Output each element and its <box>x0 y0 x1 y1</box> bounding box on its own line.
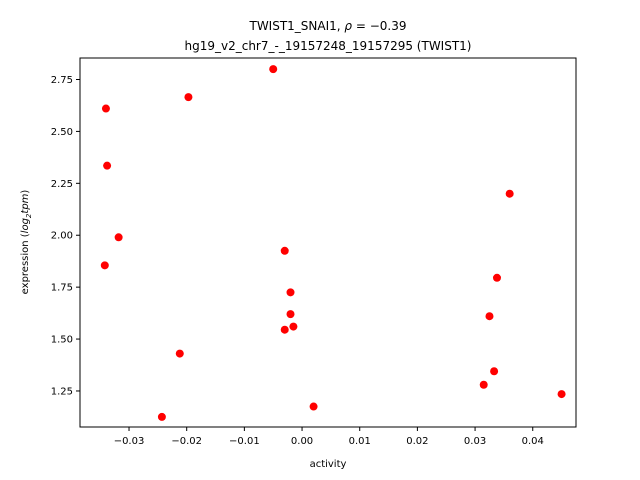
title-prefix: TWIST1_SNAI1, <box>248 19 344 33</box>
data-point-4 <box>103 161 112 170</box>
data-point-13 <box>280 325 289 334</box>
data-point-17 <box>485 312 494 321</box>
data-point-12 <box>289 322 298 331</box>
y-label-subscript: 2 <box>25 213 33 218</box>
x-tick-label: −0.02 <box>171 436 202 447</box>
y-label-log: log <box>20 218 31 233</box>
data-point-5 <box>114 233 123 242</box>
chart-title-line-1: TWIST1_SNAI1, ρ = −0.39 <box>248 19 406 33</box>
data-point-6 <box>100 261 109 270</box>
y-label-tpm: tpm <box>20 193 31 213</box>
data-point-8 <box>157 412 166 421</box>
data-point-14 <box>309 402 318 411</box>
chart-title-line-2: hg19_v2_chr7_-_19157248_19157295 (TWIST1… <box>185 39 472 53</box>
y-tick-label: 1.25 <box>51 386 73 397</box>
title-rho-value: = −0.39 <box>352 19 406 33</box>
y-tick-label: 1.50 <box>51 335 73 346</box>
plot-area <box>100 65 566 421</box>
axes-frame <box>79 57 577 428</box>
data-point-1 <box>269 65 278 74</box>
y-label-prefix: expression ( <box>20 233 31 294</box>
x-tick-label: 0.03 <box>464 436 486 447</box>
y-axis: 1.25 1.50 1.75 2.00 2.25 2.50 2.75 <box>51 75 80 397</box>
data-point-2 <box>101 104 110 113</box>
x-tick-label: 0.02 <box>406 436 428 447</box>
x-axis-label: activity <box>310 459 347 470</box>
data-point-16 <box>492 273 501 282</box>
data-point-18 <box>490 367 499 376</box>
x-tick-label: 0.00 <box>291 436 313 447</box>
data-point-15 <box>505 189 514 198</box>
x-tick-label: −0.01 <box>229 436 260 447</box>
data-point-11 <box>286 310 295 319</box>
y-tick-label: 2.50 <box>51 127 73 138</box>
x-tick-label: 0.01 <box>349 436 371 447</box>
y-tick-label: 2.00 <box>51 231 73 242</box>
x-tick-label: 0.04 <box>522 436 544 447</box>
data-point-19 <box>479 380 488 389</box>
title-rho: ρ <box>344 19 352 33</box>
data-point-10 <box>286 288 295 297</box>
data-point-20 <box>557 390 566 399</box>
y-label-suffix: ) <box>20 190 31 194</box>
y-tick-label: 1.75 <box>51 283 73 294</box>
y-tick-label: 2.75 <box>51 75 73 86</box>
y-tick-label: 2.25 <box>51 179 73 190</box>
data-point-7 <box>175 349 184 358</box>
y-axis-label: expression (log2tpm) <box>20 190 33 295</box>
data-point-3 <box>184 93 193 102</box>
data-point-9 <box>280 246 289 255</box>
x-axis: −0.03 −0.02 −0.01 0.00 0.01 0.02 0.03 0.04 <box>114 427 544 447</box>
x-tick-label: −0.03 <box>114 436 145 447</box>
